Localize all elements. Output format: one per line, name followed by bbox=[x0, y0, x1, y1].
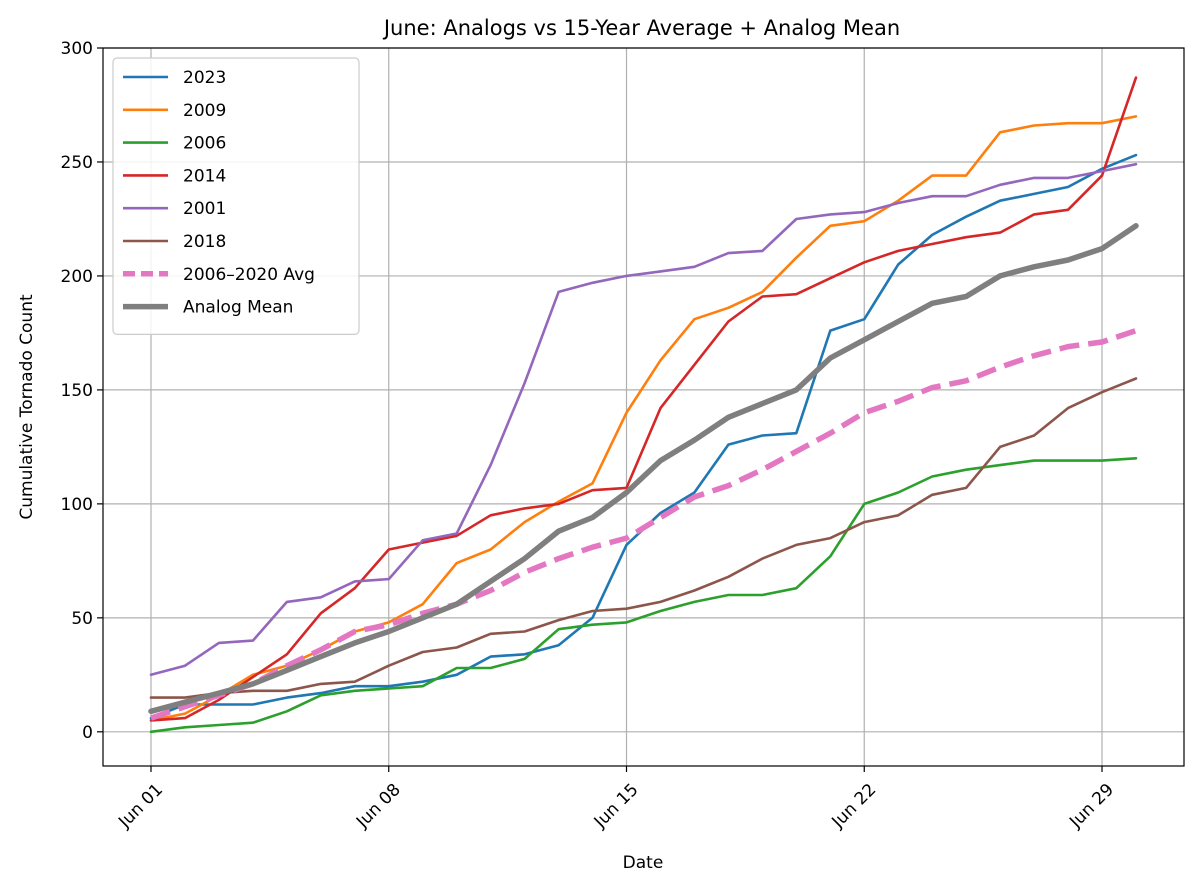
series-line bbox=[150, 327, 1137, 721]
y-tick-label: 50 bbox=[71, 609, 93, 629]
legend-label: 2023 bbox=[183, 68, 226, 88]
series-line bbox=[149, 162, 1138, 677]
legend-label: Analog Mean bbox=[183, 298, 293, 318]
y-tick-label: 0 bbox=[82, 723, 93, 743]
plot-frame bbox=[102, 47, 1185, 767]
series-line bbox=[149, 377, 1138, 699]
y-axis-title: Cumulative Tornado Count bbox=[17, 294, 37, 520]
series-line bbox=[149, 76, 1138, 722]
y-tick-label: 250 bbox=[61, 153, 93, 173]
legend-label: 2009 bbox=[183, 101, 226, 121]
y-tick-label: 150 bbox=[61, 381, 93, 401]
legend-label: 2018 bbox=[183, 232, 226, 252]
y-tick-label: 300 bbox=[61, 39, 93, 59]
y-tick-label: 100 bbox=[61, 495, 93, 515]
series-lines bbox=[148, 76, 1139, 734]
x-axis-title: Date bbox=[623, 853, 664, 873]
legend-box bbox=[112, 57, 360, 335]
legend: 2023 2009 2006 2014 2001 2018 2006–2020 Avg Ana… bbox=[112, 57, 360, 335]
series-line bbox=[148, 223, 1139, 715]
y-tick-label: 200 bbox=[61, 267, 93, 287]
legend-label: 2001 bbox=[183, 199, 226, 219]
chart-title: June: Analogs vs 15-Year Average + Analo… bbox=[382, 16, 900, 40]
legend-label: 2006 bbox=[183, 134, 226, 154]
legend-label: 2014 bbox=[183, 166, 226, 186]
series-line bbox=[149, 456, 1138, 734]
legend-label: 2006–2020 Avg bbox=[183, 265, 315, 285]
